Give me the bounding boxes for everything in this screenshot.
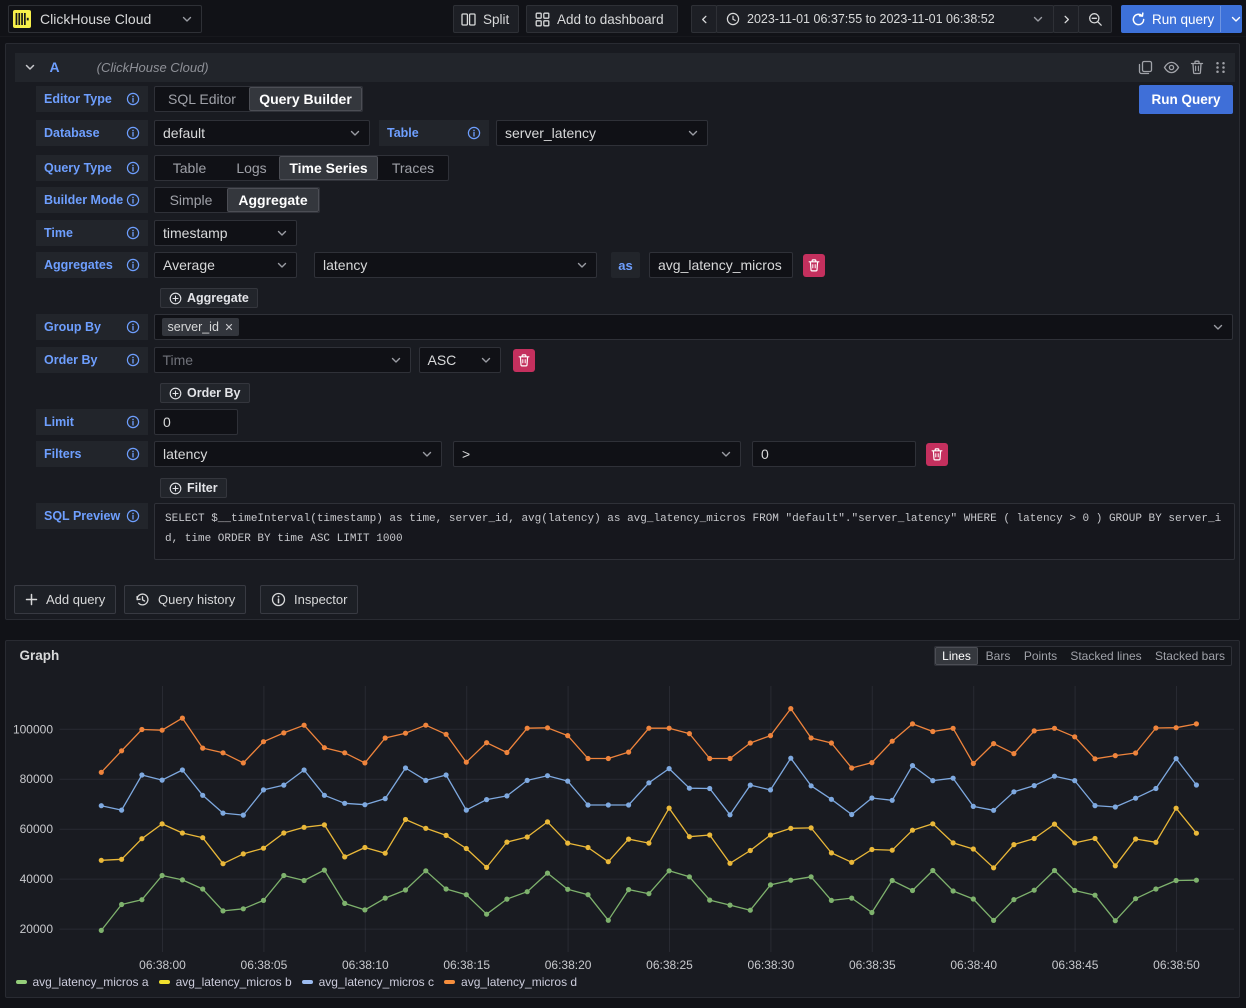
svg-text:100000: 100000 [12, 722, 52, 736]
svg-text:60000: 60000 [19, 822, 53, 836]
svg-text:06:38:30: 06:38:30 [747, 958, 794, 972]
svg-text:06:38:20: 06:38:20 [544, 958, 591, 972]
svg-text:06:38:10: 06:38:10 [341, 958, 388, 972]
svg-text:06:38:00: 06:38:00 [139, 958, 186, 972]
svg-text:06:38:45: 06:38:45 [1051, 958, 1098, 972]
svg-text:80000: 80000 [19, 772, 53, 786]
svg-text:06:38:50: 06:38:50 [1153, 958, 1200, 972]
svg-text:06:38:35: 06:38:35 [848, 958, 895, 972]
svg-text:06:38:15: 06:38:15 [443, 958, 490, 972]
svg-text:06:38:40: 06:38:40 [950, 958, 997, 972]
svg-text:40000: 40000 [19, 872, 53, 886]
svg-text:06:38:25: 06:38:25 [646, 958, 693, 972]
svg-text:20000: 20000 [19, 922, 53, 936]
svg-text:06:38:05: 06:38:05 [240, 958, 287, 972]
